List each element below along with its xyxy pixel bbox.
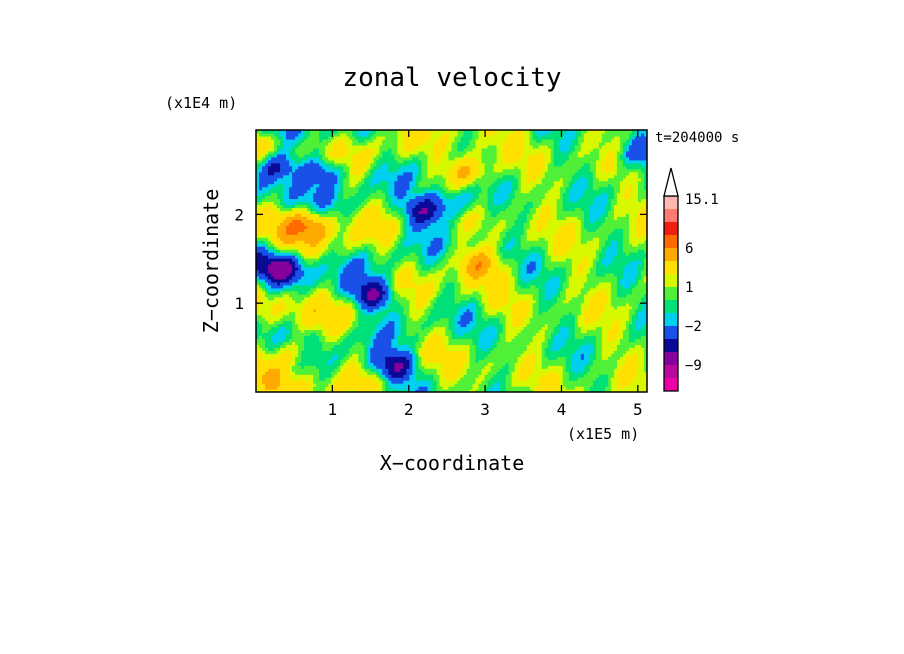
contour-field [256, 130, 647, 392]
x-tick-label: 5 [633, 400, 643, 419]
x-axis-ticks: 1 2 3 4 5 [328, 130, 643, 419]
colorbar: 15.1 6 1 −2 −9 [663, 167, 719, 392]
colorbar-segment [664, 300, 678, 313]
colorbar-label: 1 [685, 280, 693, 296]
colorbar-label: 15.1 [685, 192, 719, 208]
y-tick-label: 2 [234, 205, 244, 224]
colorbar-label: −9 [685, 358, 702, 374]
colorbar-extend-arrow [663, 167, 679, 197]
colorbar-segment [664, 326, 678, 339]
y-axis-label: Z−coordinate [199, 189, 223, 334]
colorbar-segment [664, 287, 678, 300]
colorbar-segment [664, 313, 678, 326]
colorbar-segment [664, 235, 678, 248]
colorbar-segment [664, 261, 678, 274]
colorbar-segment [664, 222, 678, 235]
colorbar-label: 6 [685, 241, 693, 257]
x-tick-label: 2 [404, 400, 414, 419]
colorbar-segment [664, 378, 678, 391]
colorbar-segment [664, 274, 678, 287]
x-axis-label: X−coordinate [380, 451, 525, 475]
plot-frame [255, 129, 648, 393]
colorbar-segment [664, 196, 678, 209]
colorbar-segment [664, 352, 678, 365]
y-tick-label: 1 [234, 294, 244, 313]
y-axis-ticks: 12 [234, 205, 647, 313]
colorbar-segment [664, 365, 678, 378]
time-label: t=204000 s [655, 130, 739, 146]
y-unit-label: (x1E4 m) [165, 94, 237, 112]
x-tick-label: 1 [328, 400, 338, 419]
x-tick-label: 3 [480, 400, 490, 419]
x-tick-label: 4 [557, 400, 567, 419]
chart-title: zonal velocity [342, 63, 561, 93]
x-unit-label: (x1E5 m) [567, 425, 639, 443]
colorbar-label: −2 [685, 319, 702, 335]
colorbar-segment [664, 209, 678, 222]
colorbar-segment [664, 248, 678, 261]
colorbar-segment [664, 339, 678, 352]
